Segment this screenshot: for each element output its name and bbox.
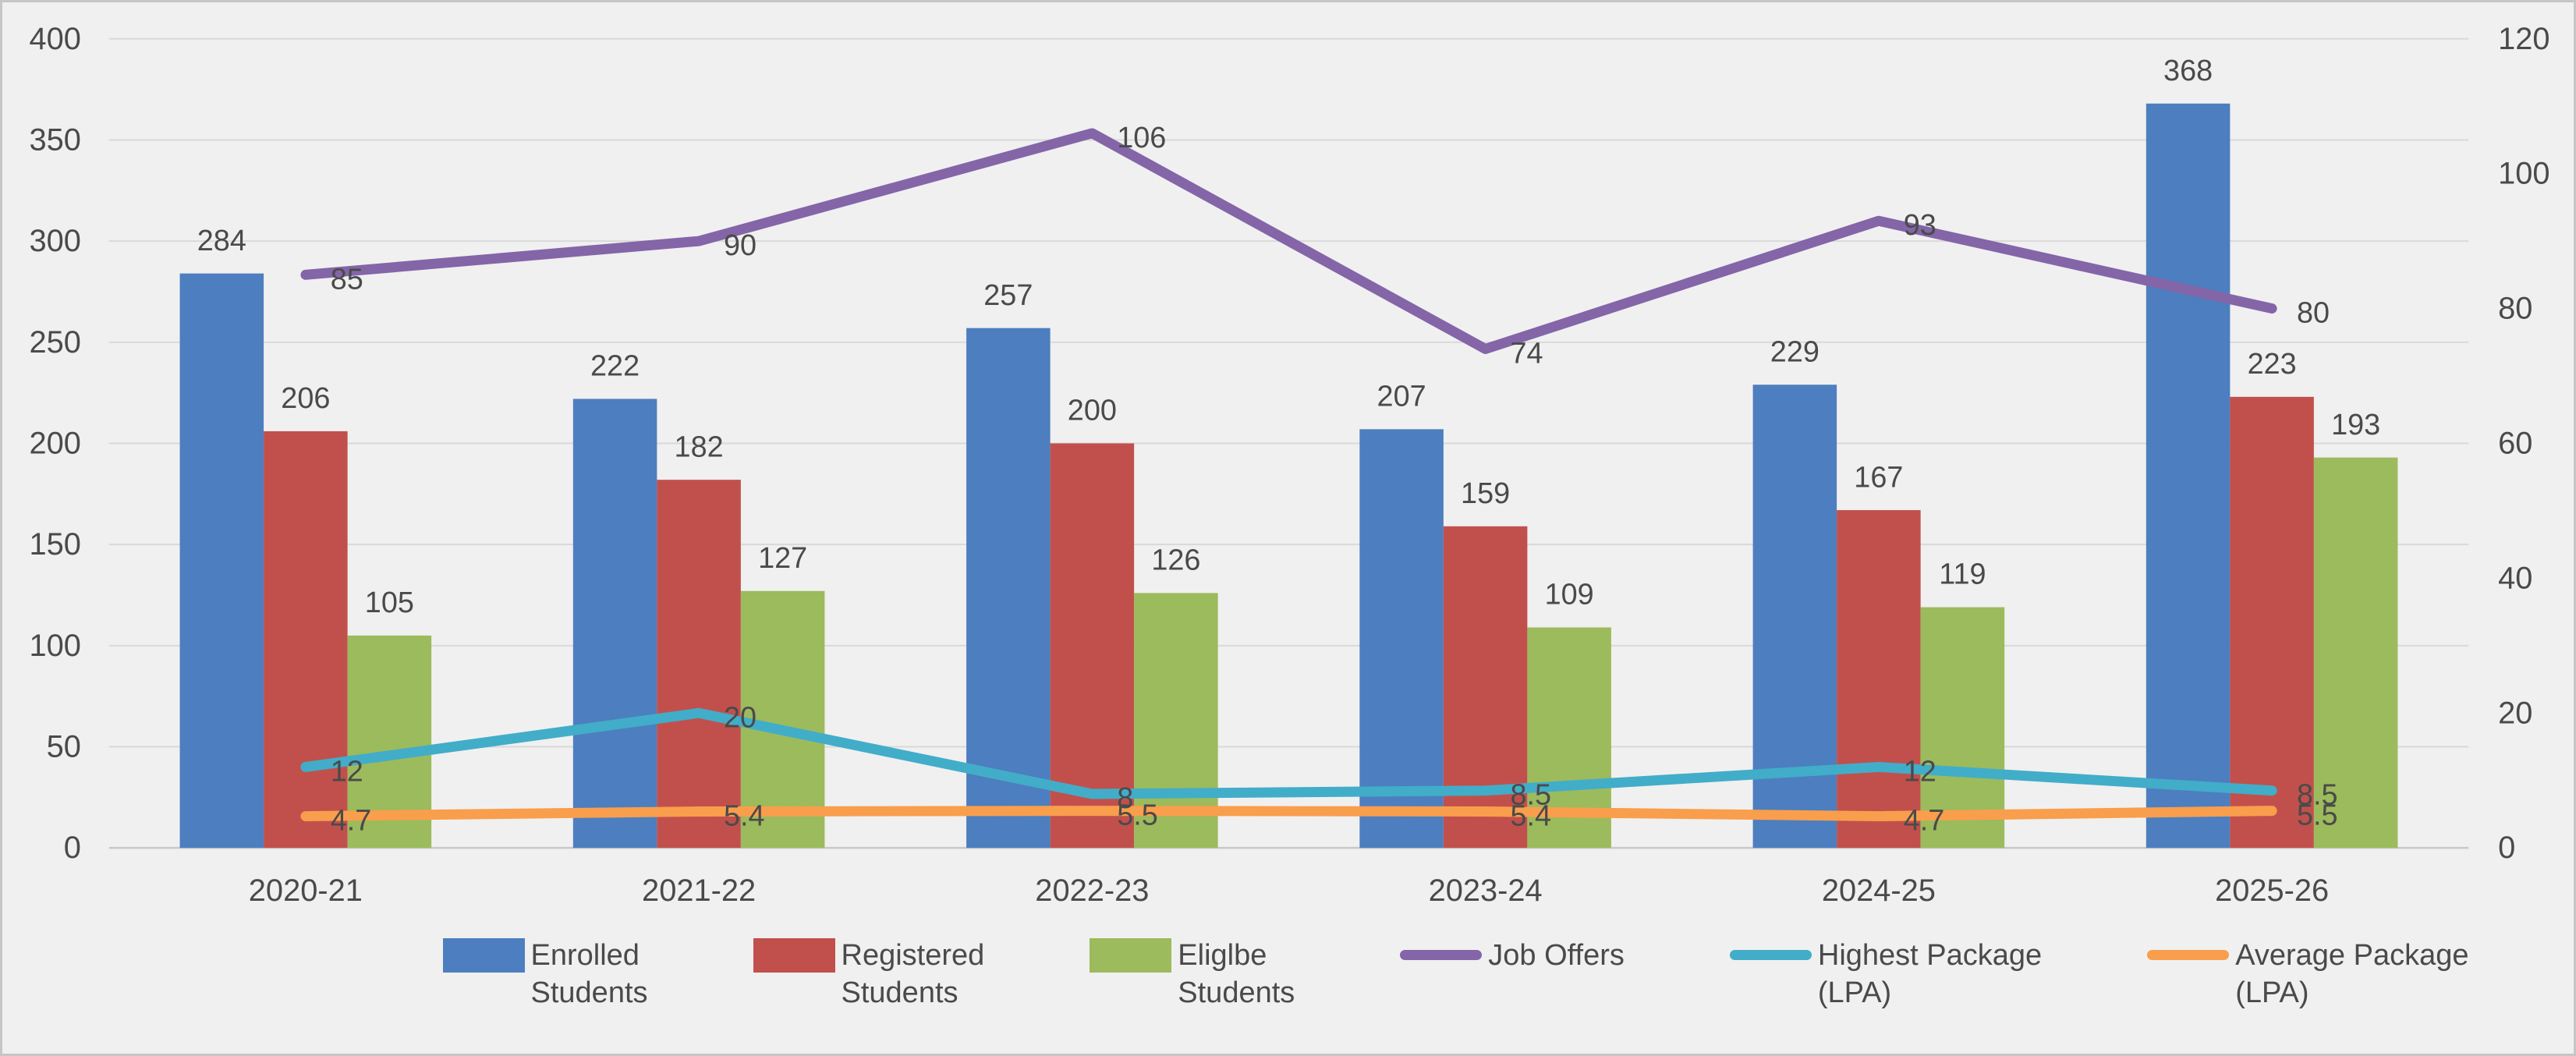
- left-axis-tick-label: 200: [29, 426, 80, 460]
- bar-value-label-registered-students-2022-23: 200: [1068, 395, 1117, 427]
- line-value-label-average-package-lpa-2022-23: 5.5: [1117, 799, 1158, 832]
- bar-value-label-enrolled-students-2020-21: 284: [197, 225, 246, 257]
- bar-value-label-eliglbe-students-2025-26: 193: [2331, 409, 2380, 441]
- line-value-label-average-package-lpa-2025-26: 5.5: [2297, 799, 2338, 832]
- legend-swatch-eliglbe-students: [1090, 938, 1172, 973]
- bar-registered-students-2021-22: [657, 480, 741, 849]
- line-value-label-job-offers-2022-23: 106: [1117, 122, 1166, 154]
- legend-item-registered-students: Registered Students: [753, 937, 985, 1012]
- left-axis-tick-label: 150: [29, 527, 80, 562]
- legend-line-swatch-job-offers: [1400, 950, 1483, 960]
- legend-item-eliglbe-students: Eliglbe Students: [1090, 937, 1295, 1012]
- bar-enrolled-students-2021-22: [572, 399, 657, 849]
- bar-value-label-registered-students-2023-24: 159: [1461, 477, 1510, 510]
- line-value-label-job-offers-2024-25: 93: [1904, 209, 1936, 242]
- legend-line-swatch-average-package-lpa: [2147, 950, 2230, 960]
- legend-line-swatch-highest-package-lpa: [1729, 950, 1812, 960]
- bar-value-label-enrolled-students-2022-23: 257: [983, 279, 1033, 312]
- legend-swatch-enrolled-students: [442, 938, 525, 973]
- chart-legend: Enrolled Students Registered Students Eliglb…: [2, 937, 2574, 1012]
- bar-value-label-enrolled-students-2024-25: 229: [1770, 335, 1819, 368]
- line-value-label-job-offers-2023-24: 74: [1510, 337, 1543, 370]
- category-label-2022-23: 2022-23: [1035, 874, 1149, 908]
- bar-value-label-eliglbe-students-2021-22: 127: [758, 542, 807, 575]
- right-axis-tick-label: 120: [2498, 22, 2549, 56]
- bar-registered-students-2024-25: [1837, 510, 1921, 849]
- bar-enrolled-students-2023-24: [1359, 429, 1444, 849]
- category-label-2021-22: 2021-22: [642, 874, 756, 908]
- bar-value-label-eliglbe-students-2023-24: 109: [1545, 579, 1594, 611]
- bar-value-label-eliglbe-students-2022-23: 126: [1151, 544, 1200, 577]
- bar-enrolled-students-2020-21: [179, 273, 264, 849]
- bar-enrolled-students-2022-23: [966, 328, 1051, 849]
- bar-value-label-eliglbe-students-2024-25: 119: [1939, 558, 1986, 591]
- bar-value-label-enrolled-students-2025-26: 368: [2163, 55, 2213, 87]
- line-value-label-highest-package-lpa-2020-21: 12: [331, 755, 363, 788]
- line-value-label-average-package-lpa-2020-21: 4.7: [331, 805, 372, 838]
- line-value-label-job-offers-2020-21: 85: [331, 263, 363, 296]
- bar-value-label-eliglbe-students-2020-21: 105: [365, 586, 414, 619]
- right-axis-tick-label: 40: [2498, 561, 2532, 595]
- legend-label-average-package-lpa: Average Package (LPA): [2235, 939, 2469, 1009]
- bar-value-label-enrolled-students-2021-22: 222: [590, 350, 640, 383]
- left-axis-tick-label: 300: [29, 224, 80, 258]
- line-value-label-job-offers-2021-22: 90: [724, 229, 757, 262]
- right-axis-tick-label: 20: [2498, 696, 2532, 730]
- bar-eliglbe-students-2025-26: [2313, 457, 2398, 849]
- line-value-label-highest-package-lpa-2024-25: 12: [1904, 755, 1936, 788]
- bar-registered-students-2020-21: [264, 431, 348, 849]
- line-value-label-highest-package-lpa-2025-26: 8.5: [2297, 779, 2338, 812]
- bar-eliglbe-students-2024-25: [1920, 607, 2005, 849]
- legend-label-eliglbe-students: Eliglbe Students: [1178, 939, 1295, 1009]
- bar-value-label-registered-students-2024-25: 167: [1854, 461, 1903, 494]
- legend-label-registered-students: Registered Students: [841, 939, 985, 1009]
- bar-value-label-registered-students-2021-22: 182: [675, 431, 724, 463]
- line-value-label-average-package-lpa-2021-22: 5.4: [724, 799, 765, 832]
- left-axis-tick-label: 350: [29, 122, 80, 157]
- category-label-2024-25: 2024-25: [1822, 874, 1936, 908]
- line-average-package-lpa: [300, 806, 2277, 822]
- left-axis-tick-label: 0: [64, 831, 81, 865]
- legend-swatch-registered-students: [753, 938, 835, 973]
- right-axis-tick-label: 0: [2498, 831, 2515, 865]
- category-label-2025-26: 2025-26: [2215, 874, 2329, 908]
- left-axis-tick-label: 400: [29, 22, 80, 56]
- line-highest-package-lpa: [300, 707, 2277, 799]
- bar-value-label-registered-students-2025-26: 223: [2248, 348, 2297, 381]
- left-axis-tick-label: 100: [29, 629, 80, 663]
- right-axis-tick-label: 80: [2498, 292, 2532, 326]
- bar-enrolled-students-2025-26: [2145, 103, 2231, 849]
- legend-item-enrolled-students: Enrolled Students: [442, 937, 648, 1012]
- category-label-2020-21: 2020-21: [249, 874, 363, 908]
- line-value-label-average-package-lpa-2024-25: 4.7: [1904, 805, 1945, 838]
- legend-item-job-offers: Job Offers: [1400, 937, 1625, 974]
- bar-eliglbe-students-2022-23: [1134, 593, 1218, 849]
- bar-registered-students-2025-26: [2230, 396, 2314, 849]
- legend-item-average-package-lpa: Average Package (LPA): [2147, 937, 2468, 1012]
- right-axis-tick-label: 60: [2498, 426, 2532, 460]
- legend-label-job-offers: Job Offers: [1488, 939, 1625, 972]
- line-value-label-job-offers-2025-26: 80: [2297, 297, 2330, 330]
- legend-label-highest-package-lpa: Highest Package (LPA): [1817, 939, 2043, 1009]
- bar-value-label-enrolled-students-2023-24: 207: [1377, 381, 1426, 413]
- bar-value-label-registered-students-2020-21: 206: [281, 382, 330, 415]
- line-job-offers: [300, 128, 2277, 354]
- left-axis-tick-label: 50: [47, 730, 81, 764]
- legend-label-enrolled-students: Enrolled Students: [530, 939, 648, 1009]
- line-value-label-highest-package-lpa-2023-24: 8.5: [1510, 779, 1551, 812]
- line-value-label-highest-package-lpa-2022-23: 8: [1117, 782, 1133, 815]
- left-axis-tick-label: 250: [29, 325, 80, 360]
- right-axis-tick-label: 100: [2498, 157, 2549, 191]
- line-value-label-average-package-lpa-2023-24: 5.4: [1510, 799, 1551, 832]
- bar-registered-students-2022-23: [1050, 443, 1135, 849]
- line-value-label-highest-package-lpa-2021-22: 20: [724, 701, 757, 734]
- legend-item-highest-package-lpa: Highest Package (LPA): [1729, 937, 2043, 1012]
- category-label-2023-24: 2023-24: [1429, 874, 1543, 908]
